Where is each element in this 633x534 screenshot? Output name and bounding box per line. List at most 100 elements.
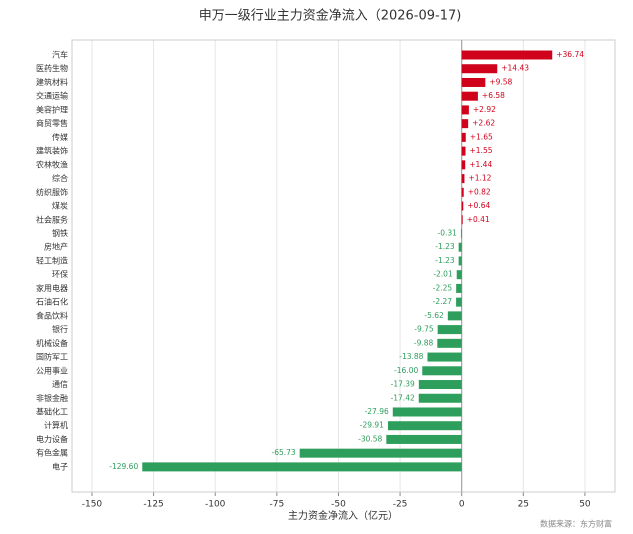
bar [142, 462, 462, 472]
value-label: -30.58 [358, 434, 382, 443]
value-label: -1.23 [435, 242, 455, 251]
value-label: -1.23 [435, 256, 455, 265]
y-tick-label: 家用电器 [36, 283, 68, 293]
y-tick-label: 社会服务 [36, 214, 68, 224]
x-tick-label: -100 [205, 500, 226, 510]
bar [461, 146, 466, 156]
bar [418, 380, 462, 390]
value-label: -29.91 [360, 421, 384, 430]
value-label: -13.88 [399, 352, 423, 361]
source-note: 数据来源：东方财富 [540, 519, 612, 529]
y-tick-label: 食品饮料 [36, 310, 68, 320]
y-tick-label: 纺织服饰 [36, 187, 68, 197]
bar [458, 242, 462, 252]
bar [418, 393, 462, 403]
bar [437, 338, 462, 348]
y-tick-label: 美容护理 [36, 104, 68, 114]
bar [458, 256, 462, 266]
plot-frame [71, 39, 616, 493]
x-tick-label: 25 [518, 500, 529, 510]
y-tick-label: 计算机 [44, 420, 68, 430]
y-tick-label: 医药生物 [36, 63, 68, 73]
y-tick-label: 钢铁 [52, 228, 68, 238]
y-tick-label: 电力设备 [36, 434, 68, 444]
y-tick-label: 有色金属 [36, 448, 68, 458]
value-label: -2.27 [433, 297, 453, 306]
y-tick-label: 公用事业 [36, 365, 68, 375]
y-tick-label: 房地产 [44, 242, 68, 252]
value-label: -16.00 [394, 366, 418, 375]
value-label: +0.64 [467, 201, 490, 210]
x-tick-label: 50 [579, 500, 591, 510]
value-label: +1.12 [468, 174, 491, 183]
y-tick-label: 传媒 [52, 132, 68, 142]
value-label: +0.41 [467, 215, 490, 224]
value-label: +1.65 [470, 132, 493, 141]
y-tick-label: 非银金融 [36, 393, 68, 403]
x-tick-label: -25 [393, 500, 408, 510]
y-tick-label: 环保 [52, 269, 68, 279]
value-label: -0.31 [438, 228, 458, 237]
value-label: -17.42 [391, 393, 415, 402]
y-tick-label: 通信 [52, 379, 68, 389]
y-tick-label: 基础化工 [36, 406, 68, 416]
bar [461, 187, 464, 197]
bar [387, 421, 462, 431]
y-tick-label: 机械设备 [36, 338, 68, 348]
bar [456, 283, 462, 293]
value-label: +1.55 [470, 146, 493, 155]
bar [299, 448, 462, 458]
bar [461, 64, 498, 74]
value-label: +0.82 [468, 187, 491, 196]
bar [461, 119, 469, 129]
bar [456, 297, 462, 307]
value-label: -2.01 [433, 270, 453, 279]
bar [461, 174, 465, 184]
y-tick-label: 建筑装饰 [36, 146, 68, 156]
y-tick-label: 国防军工 [36, 352, 68, 362]
y-tick-label: 汽车 [52, 50, 68, 60]
value-label: -5.62 [424, 311, 444, 320]
bar [461, 105, 469, 115]
value-label: -2.25 [433, 283, 453, 292]
value-label: +36.74 [556, 50, 584, 59]
x-tick-label: 0 [459, 500, 465, 510]
x-tick-label: -125 [143, 500, 163, 510]
value-label: -9.75 [414, 325, 434, 334]
value-label: +9.58 [489, 77, 512, 86]
value-label: -9.88 [414, 338, 434, 347]
y-tick-label: 煤炭 [52, 201, 68, 211]
bar [386, 434, 462, 444]
bar [456, 270, 462, 280]
x-tick-label: -150 [82, 500, 103, 510]
chart-title: 申万一级行业主力资金净流入（2026-09-17) [199, 8, 462, 24]
y-tick-label: 农林牧渔 [36, 159, 68, 169]
value-label: -129.60 [109, 462, 138, 471]
bar [461, 160, 466, 170]
value-label: -65.73 [271, 448, 295, 457]
y-tick-label: 轻工制造 [36, 255, 68, 265]
y-tick-label: 建筑材料 [36, 77, 68, 87]
x-tick-label: -75 [269, 500, 284, 510]
bar [447, 311, 462, 321]
x-axis-label: 主力资金净流入（亿元） [288, 509, 398, 522]
value-label: +2.92 [473, 105, 496, 114]
bar [461, 77, 486, 87]
y-tick-label: 商贸零售 [36, 118, 68, 128]
bar [437, 325, 462, 335]
bar [460, 228, 462, 238]
bar [392, 407, 462, 417]
bar [461, 215, 463, 225]
bar [461, 91, 478, 101]
value-label: +2.62 [472, 119, 495, 128]
y-tick-label: 石油石化 [36, 297, 68, 307]
y-tick-label: 电子 [52, 461, 68, 471]
y-tick-label: 交通运输 [36, 91, 68, 101]
x-tick-label: -50 [331, 500, 346, 510]
y-tick-label: 银行 [52, 324, 68, 334]
bar [461, 132, 466, 142]
bar [422, 366, 462, 376]
bar [427, 352, 462, 362]
value-label: +6.58 [482, 91, 505, 100]
value-label: +14.43 [501, 64, 529, 73]
